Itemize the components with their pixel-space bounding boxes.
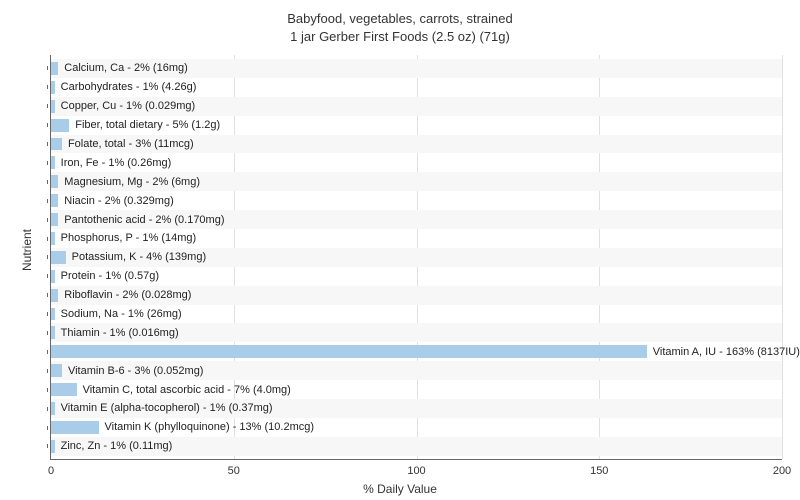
bar-label: Pantothenic acid - 2% (0.170mg)	[58, 210, 224, 229]
bar-label: Riboflavin - 2% (0.028mg)	[58, 286, 191, 305]
bar-row: Thiamin - 1% (0.016mg)	[51, 323, 782, 342]
y-minor-tick	[47, 331, 48, 335]
bar-row: Folate, total - 3% (11mcg)	[51, 135, 782, 154]
x-tick-label: 0	[48, 465, 54, 477]
bar-label: Vitamin A, IU - 163% (8137IU)	[647, 342, 800, 361]
bar-row: Pantothenic acid - 2% (0.170mg)	[51, 210, 782, 229]
bar-label: Zinc, Zn - 1% (0.11mg)	[55, 437, 173, 456]
bar-row: Potassium, K - 4% (139mg)	[51, 248, 782, 267]
y-minor-tick	[47, 274, 48, 278]
y-minor-tick	[47, 66, 48, 70]
y-minor-tick	[47, 199, 48, 203]
x-tick-label: 100	[407, 465, 425, 477]
bar-row: Iron, Fe - 1% (0.26mg)	[51, 153, 782, 172]
bar-row: Carbohydrates - 1% (4.26g)	[51, 78, 782, 97]
bar-label: Calcium, Ca - 2% (16mg)	[58, 59, 187, 78]
bar-label: Copper, Cu - 1% (0.029mg)	[55, 97, 196, 116]
bar-label: Vitamin E (alpha-tocopherol) - 1% (0.37m…	[55, 399, 273, 418]
y-minor-tick	[47, 104, 48, 108]
bar-label: Vitamin B-6 - 3% (0.052mg)	[62, 361, 204, 380]
bar-fill	[51, 138, 62, 151]
plot-area: Calcium, Ca - 2% (16mg)Carbohydrates - 1…	[50, 55, 782, 460]
y-minor-tick	[47, 350, 48, 354]
bars-container: Calcium, Ca - 2% (16mg)Carbohydrates - 1…	[51, 59, 782, 455]
y-minor-tick	[47, 123, 48, 127]
bar-row: Vitamin K (phylloquinone) - 13% (10.2mcg…	[51, 418, 782, 437]
bar-label: Protein - 1% (0.57g)	[55, 267, 159, 286]
bar-row: Vitamin A, IU - 163% (8137IU)	[51, 342, 782, 361]
x-tick-label: 150	[590, 465, 608, 477]
bar-fill	[51, 119, 69, 132]
y-minor-tick	[47, 388, 48, 392]
bar-row: Vitamin B-6 - 3% (0.052mg)	[51, 361, 782, 380]
bar-row: Phosphorus, P - 1% (14mg)	[51, 229, 782, 248]
y-minor-tick	[47, 255, 48, 259]
bar-label: Fiber, total dietary - 5% (1.2g)	[69, 116, 220, 135]
y-minor-tick	[47, 180, 48, 184]
bar-row: Calcium, Ca - 2% (16mg)	[51, 59, 782, 78]
bar-label: Vitamin K (phylloquinone) - 13% (10.2mcg…	[99, 418, 315, 437]
bar-fill	[51, 364, 62, 377]
bar-fill	[51, 421, 99, 434]
y-minor-tick	[47, 369, 48, 373]
y-minor-tick	[47, 426, 48, 430]
bar-row: Riboflavin - 2% (0.028mg)	[51, 286, 782, 305]
y-minor-tick	[47, 142, 48, 146]
x-axis-label: % Daily Value	[0, 482, 800, 496]
bar-label: Phosphorus, P - 1% (14mg)	[55, 229, 197, 248]
bar-row: Copper, Cu - 1% (0.029mg)	[51, 97, 782, 116]
bar-row: Vitamin C, total ascorbic acid - 7% (4.0…	[51, 380, 782, 399]
bar-fill	[51, 251, 66, 264]
title-line-2: 1 jar Gerber First Foods (2.5 oz) (71g)	[0, 28, 800, 46]
title-line-1: Babyfood, vegetables, carrots, strained	[0, 10, 800, 28]
bar-row: Zinc, Zn - 1% (0.11mg)	[51, 437, 782, 456]
bar-row: Vitamin E (alpha-tocopherol) - 1% (0.37m…	[51, 399, 782, 418]
bar-label: Magnesium, Mg - 2% (6mg)	[58, 172, 200, 191]
bar-label: Folate, total - 3% (11mcg)	[62, 135, 194, 154]
bar-label: Potassium, K - 4% (139mg)	[66, 248, 207, 267]
gridline	[782, 55, 783, 459]
y-minor-tick	[47, 218, 48, 222]
bar-fill	[51, 175, 58, 188]
bar-row: Fiber, total dietary - 5% (1.2g)	[51, 116, 782, 135]
y-axis-label: Nutrient	[20, 229, 34, 271]
y-minor-tick	[47, 85, 48, 89]
y-minor-tick	[47, 312, 48, 316]
chart-title: Babyfood, vegetables, carrots, strained …	[0, 10, 800, 45]
bar-label: Carbohydrates - 1% (4.26g)	[55, 78, 197, 97]
bar-fill	[51, 383, 77, 396]
bar-fill	[51, 213, 58, 226]
x-tick-label: 50	[228, 465, 240, 477]
bar-row: Magnesium, Mg - 2% (6mg)	[51, 172, 782, 191]
bar-label: Sodium, Na - 1% (26mg)	[55, 305, 182, 324]
bar-fill	[51, 289, 58, 302]
bar-row: Protein - 1% (0.57g)	[51, 267, 782, 286]
x-tick-label: 200	[773, 465, 791, 477]
y-minor-tick	[47, 407, 48, 411]
bar-label: Niacin - 2% (0.329mg)	[58, 191, 173, 210]
y-minor-tick	[47, 237, 48, 241]
bar-fill	[51, 194, 58, 207]
bar-row: Sodium, Na - 1% (26mg)	[51, 305, 782, 324]
bar-fill	[51, 62, 58, 75]
bar-row: Niacin - 2% (0.329mg)	[51, 191, 782, 210]
y-minor-tick	[47, 293, 48, 297]
bar-label: Iron, Fe - 1% (0.26mg)	[55, 153, 172, 172]
y-minor-tick	[47, 161, 48, 165]
bar-label: Thiamin - 1% (0.016mg)	[55, 323, 179, 342]
y-minor-tick	[47, 444, 48, 448]
bar-label: Vitamin C, total ascorbic acid - 7% (4.0…	[77, 380, 291, 399]
bar-fill	[51, 345, 647, 358]
